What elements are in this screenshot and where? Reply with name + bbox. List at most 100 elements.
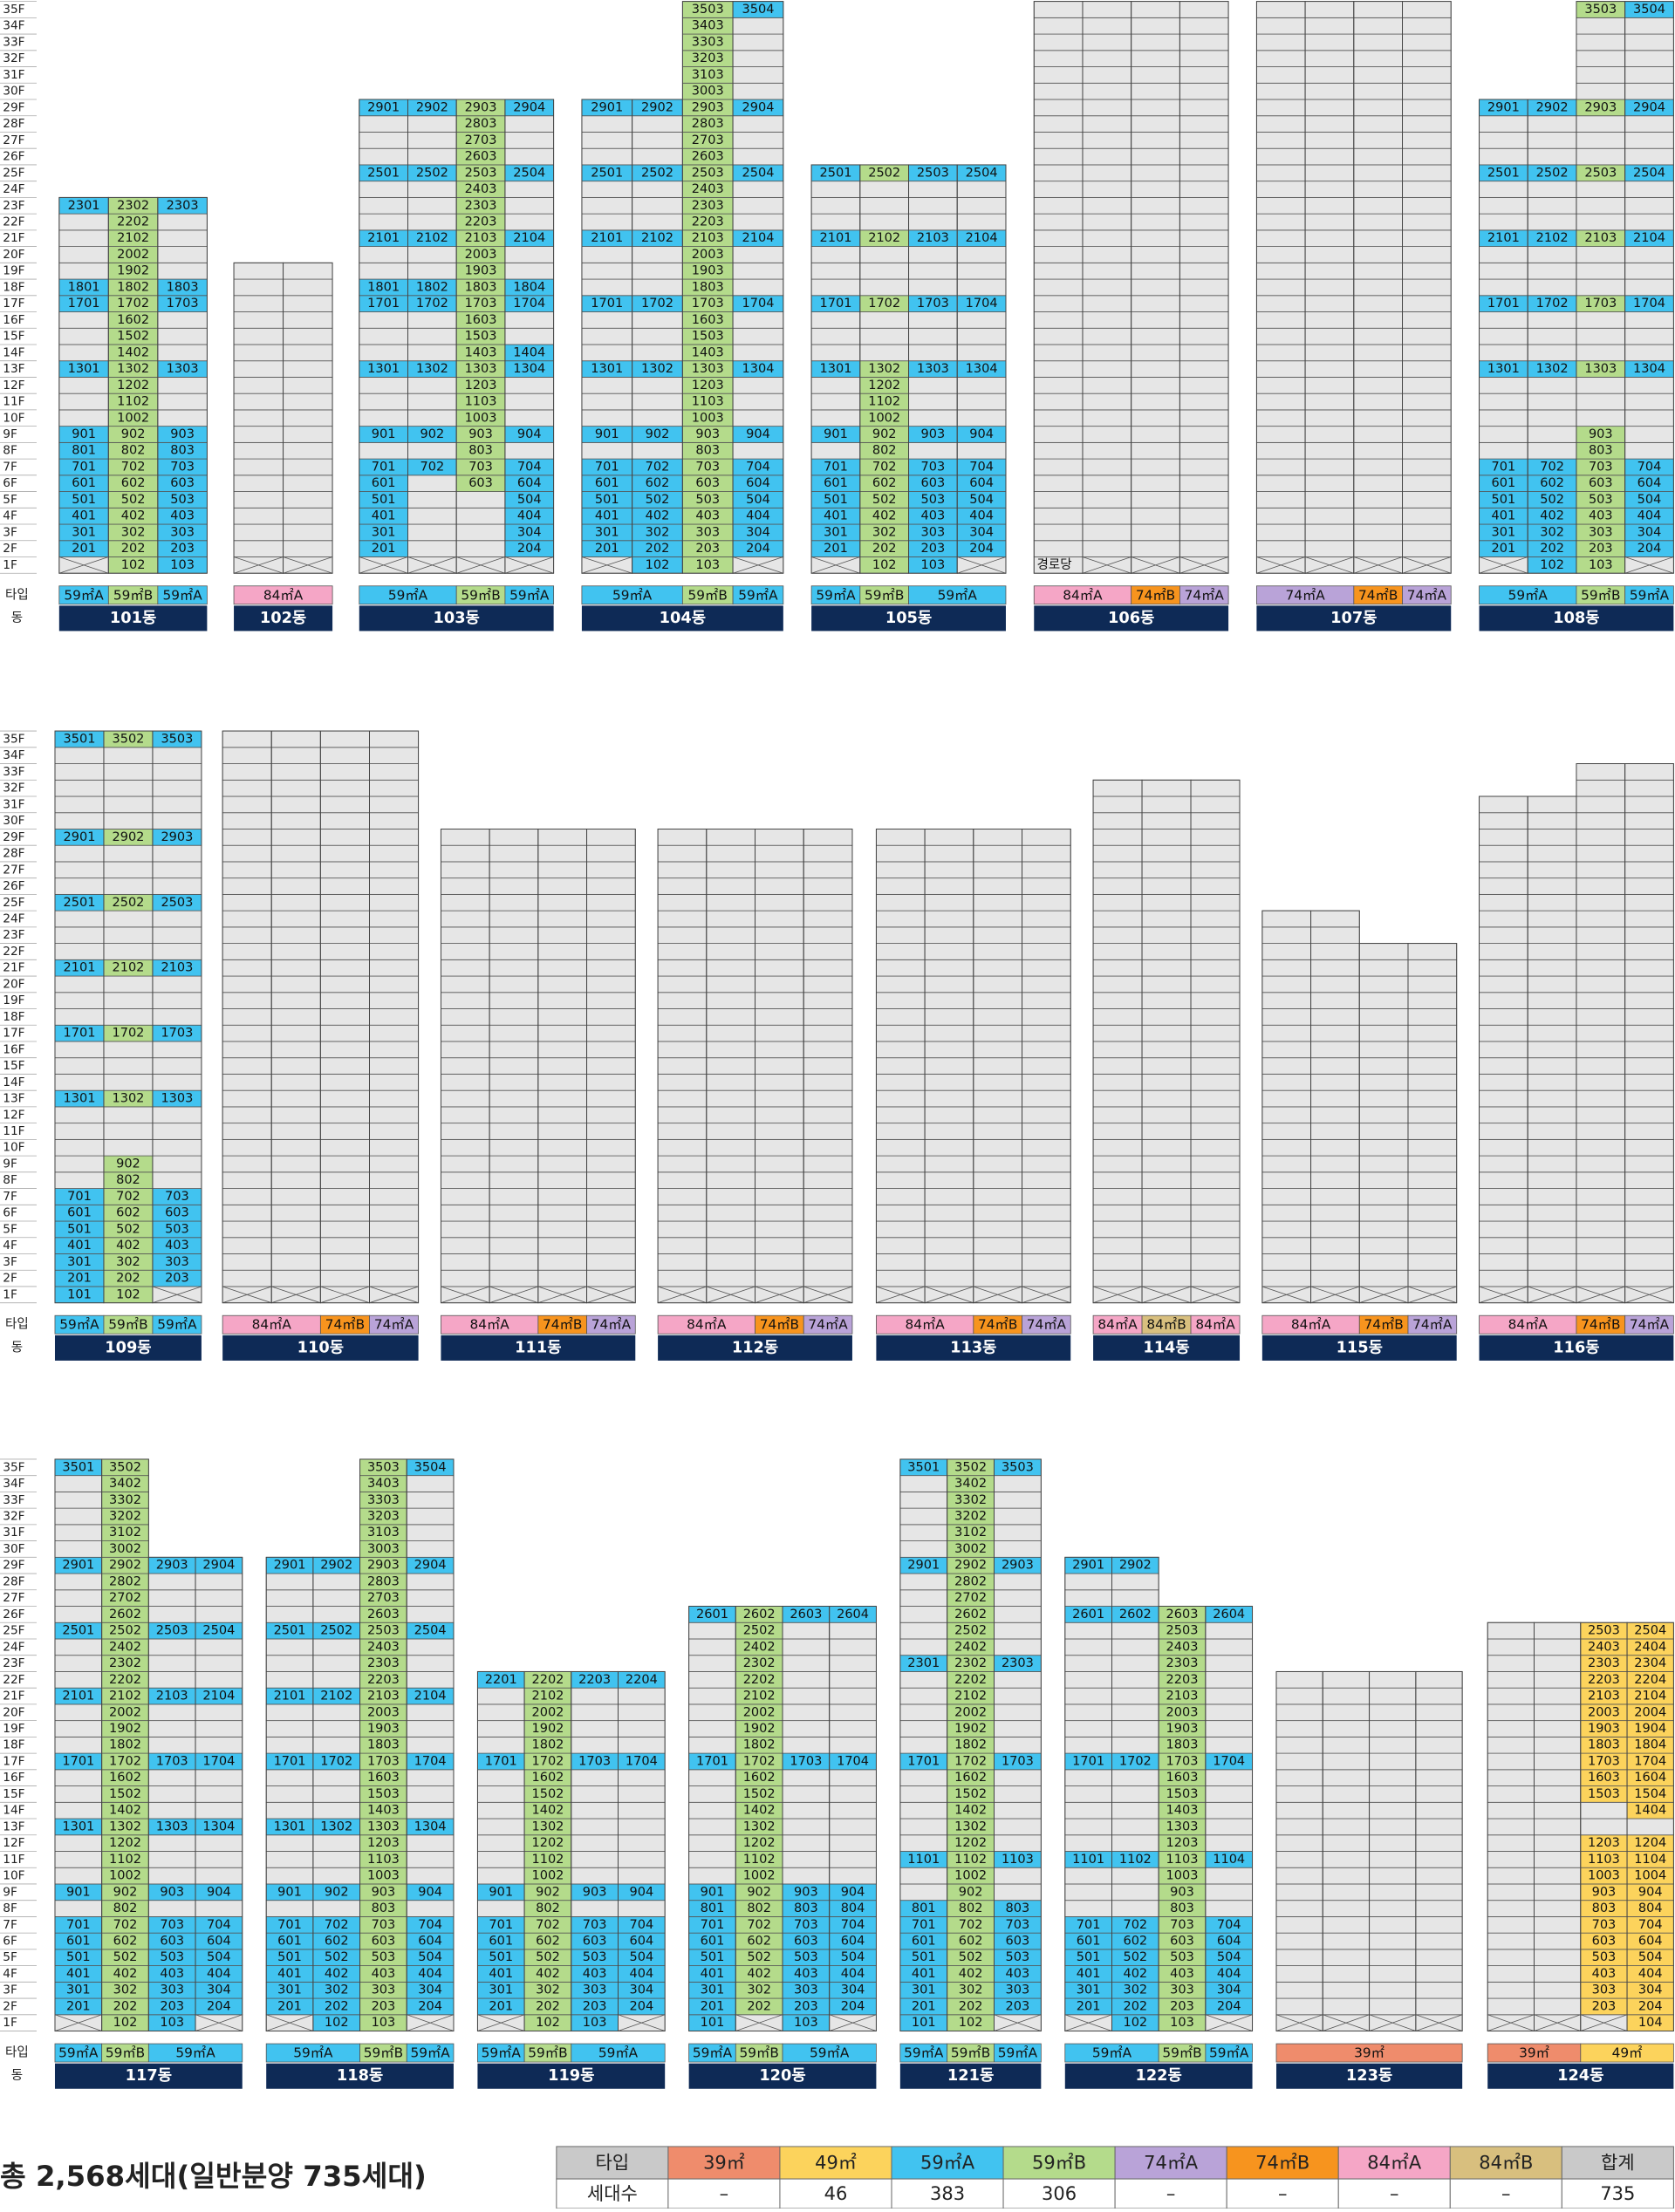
unit-cell <box>1402 82 1452 100</box>
unit-cell <box>270 975 321 993</box>
unit-label: 3402 <box>954 1477 987 1491</box>
unit-cell <box>1479 1220 1528 1239</box>
unit-cell <box>973 1057 1022 1075</box>
building-bar <box>876 1335 1071 1361</box>
unit-cell <box>706 1106 755 1124</box>
unit-cell <box>1179 262 1229 280</box>
unit-cell <box>1131 115 1180 133</box>
unit-cell <box>1131 278 1180 297</box>
floor-label: 13F <box>3 1819 24 1833</box>
unit-cell <box>369 812 420 830</box>
unit-cell <box>1082 441 1132 460</box>
unit-cell <box>489 959 539 977</box>
type-label: 74㎡B <box>1364 1317 1403 1333</box>
unit-cell <box>407 327 457 345</box>
unit-cell <box>103 877 154 895</box>
unit-label: 103 <box>1589 558 1613 572</box>
unit-cell <box>1092 1106 1143 1124</box>
unit-cell <box>1131 458 1180 476</box>
unit-cell <box>270 1041 321 1059</box>
unit-label: 701 <box>66 1918 91 1932</box>
unit-cell <box>1358 1041 1409 1059</box>
unit-cell <box>58 327 109 345</box>
unit-label: 201 <box>595 542 619 556</box>
unit-cell <box>1479 441 1528 460</box>
unit-label: 504 <box>1637 493 1662 507</box>
unit-cell <box>1479 132 1528 149</box>
unit-cell <box>1415 1883 1463 1901</box>
unit-label: 2902 <box>954 1559 987 1573</box>
unit-label: 904 <box>746 427 770 441</box>
unit-label: 2604 <box>1213 1608 1245 1621</box>
unit-cell <box>688 1671 736 1689</box>
type-label: 59㎡A <box>1092 2045 1132 2061</box>
unit-cell <box>1479 1089 1528 1108</box>
unit-cell <box>265 1736 314 1754</box>
unit-label: 901 <box>701 1885 725 1899</box>
unit-cell <box>1624 17 1674 35</box>
unit-cell <box>312 1638 360 1656</box>
unit-cell <box>270 730 321 748</box>
unit-cell <box>1322 1997 1370 2016</box>
unit-cell <box>1033 278 1084 297</box>
unit-cell <box>1131 82 1180 100</box>
unit-label: 3402 <box>109 1477 141 1491</box>
unit-cell <box>1576 262 1626 280</box>
floor-label: 26F <box>3 1608 24 1621</box>
unit-cell <box>319 763 370 781</box>
unit-cell <box>319 893 370 911</box>
unit-label: 1904 <box>1634 1722 1666 1736</box>
unit-cell <box>1580 1818 1628 1836</box>
unit-cell <box>359 132 408 149</box>
unit-cell <box>54 943 105 960</box>
unit-cell <box>1576 377 1626 394</box>
unit-cell <box>1255 377 1306 394</box>
unit-cell <box>1179 213 1229 231</box>
unit-cell <box>407 377 457 394</box>
unit-label: 604 <box>1638 1935 1663 1949</box>
floor-label: 5F <box>3 493 17 507</box>
unit-cell <box>1487 1900 1535 1917</box>
floor-label: 30F <box>3 85 24 99</box>
unit-cell <box>571 1736 619 1754</box>
unit-cell <box>1479 426 1528 443</box>
unit-label: 302 <box>747 1983 771 1997</box>
unit-cell <box>1534 1867 1582 1885</box>
unit-label: 2504 <box>202 1624 235 1638</box>
building-name: 122동 <box>1135 2066 1181 2085</box>
unit-cell <box>876 926 926 944</box>
unit-label: 1404 <box>513 345 545 359</box>
pilotis-mark <box>1353 556 1403 574</box>
unit-cell <box>924 959 974 977</box>
summary-value: – <box>1278 2183 1288 2204</box>
unit-cell <box>1033 507 1084 525</box>
unit-label: 2502 <box>1536 166 1569 180</box>
type-label: 59㎡A <box>1630 587 1670 603</box>
unit-cell <box>1576 344 1626 362</box>
floor-label: 13F <box>3 362 24 376</box>
unit-label: 1303 <box>167 362 199 376</box>
unit-label: 1403 <box>1166 1804 1199 1818</box>
unit-label: 2902 <box>416 100 448 114</box>
unit-cell <box>1479 861 1528 879</box>
unit-cell <box>973 992 1022 1009</box>
unit-cell <box>147 1720 196 1738</box>
unit-cell <box>1131 196 1180 215</box>
unit-label: 502 <box>116 1222 140 1236</box>
pilotis-mark <box>755 1286 804 1304</box>
unit-cell <box>1369 1883 1417 1901</box>
building-name: 102동 <box>260 609 306 627</box>
unit-cell <box>586 992 636 1009</box>
unit-label: 1103 <box>367 1853 400 1867</box>
unit-cell <box>1369 1916 1417 1934</box>
unit-cell <box>1402 393 1452 411</box>
unit-cell <box>270 1204 321 1222</box>
unit-cell <box>270 1106 321 1124</box>
unit-cell <box>586 943 636 960</box>
unit-label: 2104 <box>513 231 545 245</box>
unit-label: 203 <box>921 542 946 556</box>
unit-cell <box>270 1057 321 1075</box>
unit-label: 203 <box>583 1999 607 2013</box>
unit-cell <box>489 1057 539 1075</box>
